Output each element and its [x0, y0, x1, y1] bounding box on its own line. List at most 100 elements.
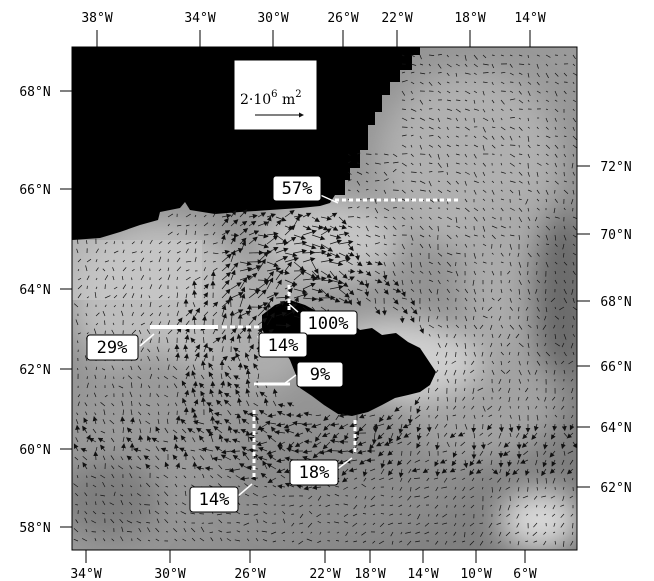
- current-vector: [470, 495, 475, 499]
- current-vector: [455, 54, 459, 57]
- current-vector: [527, 99, 530, 102]
- current-vector: [527, 144, 531, 149]
- current-vector: [410, 234, 414, 241]
- current-vector: [176, 233, 180, 236]
- current-vector: [113, 305, 116, 308]
- current-vector: [352, 513, 358, 517]
- current-vector: [491, 117, 495, 123]
- current-vector: [434, 504, 439, 509]
- current-vector: [554, 72, 559, 77]
- current-vector: [193, 328, 196, 335]
- current-vector: [572, 261, 575, 266]
- current-vector: [545, 171, 548, 175]
- current-vector: [563, 153, 567, 158]
- current-vector: [164, 427, 169, 434]
- current-vector: [566, 432, 574, 439]
- current-vector: [473, 81, 477, 84]
- current-vector: [482, 486, 484, 490]
- current-vector: [173, 528, 178, 533]
- current-vector: [137, 376, 142, 380]
- current-vector: [202, 473, 205, 479]
- current-vector: [439, 458, 448, 464]
- current-vector: [491, 216, 496, 220]
- current-vector: [482, 225, 486, 232]
- current-vector: [263, 397, 269, 407]
- current-vector: [221, 272, 232, 281]
- current-vector: [190, 527, 196, 533]
- current-vector: [284, 256, 300, 263]
- current-vector: [112, 512, 115, 515]
- current-vector: [235, 352, 241, 362]
- current-vector: [91, 520, 97, 524]
- current-vector: [473, 432, 475, 439]
- current-vector: [455, 441, 457, 447]
- current-vector: [491, 207, 494, 210]
- current-vector: [277, 484, 286, 490]
- current-vector: [536, 99, 539, 103]
- current-vector: [472, 387, 475, 394]
- current-vector: [428, 387, 430, 394]
- current-vector: [497, 495, 502, 499]
- current-vector: [344, 432, 349, 441]
- current-vector: [164, 518, 169, 524]
- current-vector: [527, 135, 530, 142]
- current-vector: [554, 279, 558, 284]
- current-vector: [455, 423, 457, 430]
- current-vector: [221, 249, 230, 255]
- current-vector: [229, 310, 235, 326]
- current-vector: [571, 387, 574, 394]
- current-vector: [190, 337, 196, 344]
- current-vector: [401, 90, 406, 96]
- current-vector: [455, 216, 458, 223]
- current-vector: [102, 419, 106, 425]
- current-vector: [266, 266, 282, 272]
- current-vector: [100, 444, 106, 452]
- current-vector: [172, 429, 178, 434]
- current-vector: [434, 522, 439, 524]
- current-vector: [463, 369, 466, 375]
- current-vector: [462, 477, 466, 480]
- current-vector: [230, 448, 241, 454]
- current-vector: [73, 538, 79, 542]
- current-vector: [111, 403, 115, 407]
- bottom-lon-label: 18°W: [354, 567, 385, 581]
- current-vector: [372, 423, 385, 429]
- current-vector: [329, 212, 338, 218]
- current-vector: [338, 279, 349, 287]
- current-vector: [563, 297, 568, 304]
- left-lat-label: 58°N: [19, 521, 50, 536]
- current-vector: [262, 460, 268, 470]
- current-vector: [400, 531, 403, 535]
- current-vector: [287, 441, 295, 449]
- current-vector: [554, 180, 559, 185]
- current-vector: [545, 234, 549, 241]
- current-vector: [527, 216, 531, 221]
- current-vector: [200, 526, 205, 533]
- current-vector: [482, 234, 485, 239]
- current-vector: [110, 455, 115, 461]
- current-vector: [545, 153, 549, 157]
- current-vector: [401, 117, 408, 121]
- current-vector: [212, 337, 221, 344]
- current-vector: [248, 447, 259, 453]
- current-vector: [500, 126, 506, 131]
- current-vector: [488, 414, 493, 417]
- current-vector: [320, 288, 330, 298]
- current-vector: [560, 468, 565, 474]
- current-vector: [464, 351, 467, 357]
- current-vector: [75, 319, 79, 326]
- current-vector: [157, 493, 160, 497]
- current-vector: [437, 135, 441, 139]
- current-vector: [212, 231, 216, 236]
- label-9pct-text: 9%: [310, 365, 330, 385]
- current-vector: [550, 432, 556, 440]
- current-vector: [246, 400, 250, 407]
- current-vector: [256, 530, 259, 533]
- current-vector: [543, 441, 548, 450]
- current-vector: [545, 63, 549, 67]
- current-vector: [272, 540, 277, 543]
- current-vector: [190, 512, 196, 515]
- current-vector: [374, 171, 377, 174]
- current-vector: [257, 289, 267, 299]
- current-vector: [282, 518, 286, 524]
